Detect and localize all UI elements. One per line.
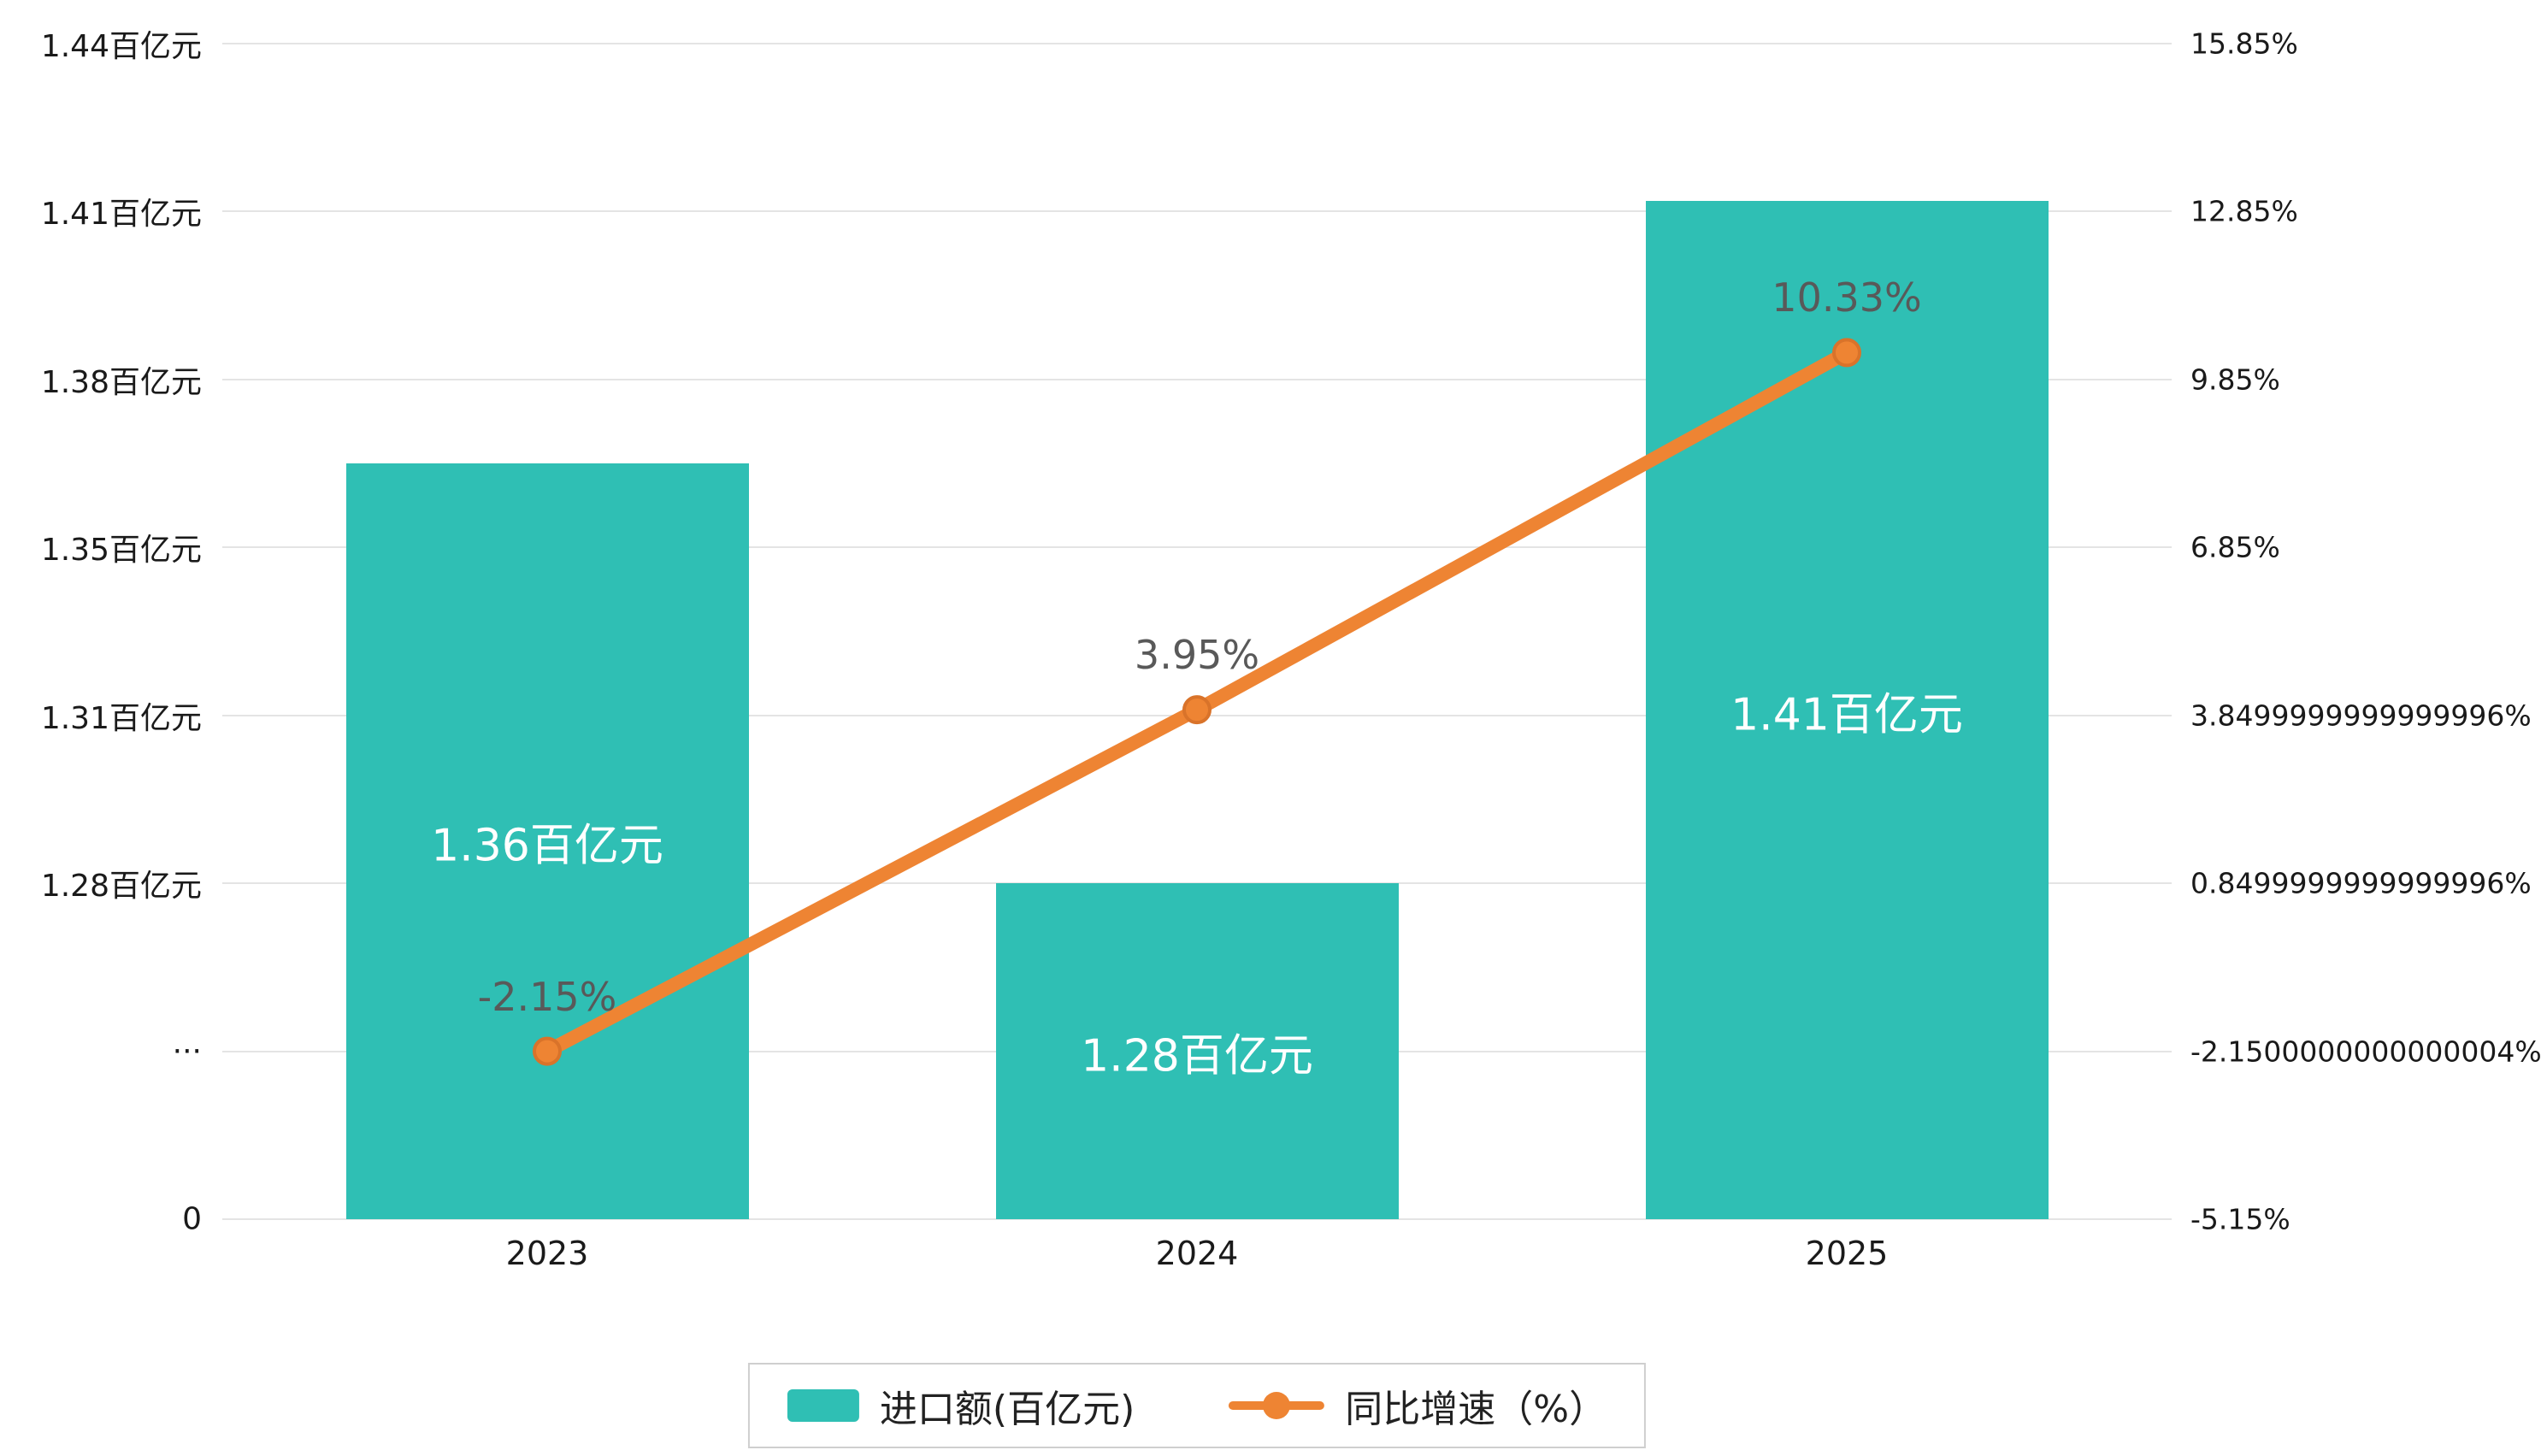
growth-value-label-2024: 3.95% [1134, 632, 1260, 679]
gridline [222, 378, 2172, 380]
right-axis-tick-label: 3.8499999999999996% [2190, 699, 2532, 733]
bar-value-label-2025: 1.41百亿元 [1730, 689, 1963, 741]
line-point-2024[interactable] [1182, 695, 1212, 725]
bar-value-label-2024: 1.28百亿元 [1081, 1030, 1313, 1082]
growth-value-label-2023: -2.15% [477, 973, 617, 1020]
x-axis-label-2023: 2023 [505, 1235, 589, 1272]
left-axis-tick-label: 1.38百亿元 [40, 364, 202, 400]
right-axis-tick-label: -5.15% [2190, 1202, 2290, 1236]
right-axis-tick-label: 6.85% [2190, 530, 2280, 564]
gridline [222, 210, 2172, 213]
growth-value-label-2025: 10.33% [1772, 274, 1922, 321]
left-axis-tick-label: ··· [172, 1034, 202, 1070]
left-axis-tick-label: 1.41百亿元 [40, 197, 202, 233]
right-axis-tick-label: 9.85% [2190, 363, 2280, 397]
left-axis-tick-label: 1.28百亿元 [40, 869, 202, 905]
bar-2025[interactable] [1645, 201, 2049, 1219]
bar-2023[interactable] [345, 463, 749, 1219]
legend: 进口额(百亿元) 同比增速（%） [747, 1363, 1647, 1448]
gridline [222, 1218, 2172, 1220]
legend-label-imports: 进口额(百亿元) [879, 1388, 1135, 1431]
right-axis-tick-label: 15.85% [2190, 27, 2298, 61]
right-axis-tick-label: -2.1500000000000004% [2190, 1035, 2541, 1069]
x-axis-label-2024: 2024 [1155, 1235, 1239, 1272]
bar-value-label-2023: 1.36百亿元 [431, 820, 663, 872]
gridline [222, 43, 2172, 44]
legend-item-imports[interactable]: 进口额(百亿元) [787, 1378, 1135, 1433]
left-axis-tick-label: 0 [182, 1201, 202, 1237]
right-axis-tick-label: 12.85% [2190, 194, 2298, 228]
line-point-2023[interactable] [533, 1036, 562, 1066]
legend-line-dot-icon [1263, 1392, 1291, 1419]
x-axis-label-2025: 2025 [1805, 1235, 1889, 1272]
left-axis-tick-label: 1.31百亿元 [40, 700, 202, 736]
line-point-2025[interactable] [1832, 338, 1861, 368]
right-axis-tick-label: 0.8499999999999996% [2190, 866, 2532, 900]
legend-swatch-line-icon [1229, 1392, 1325, 1419]
gridline [222, 546, 2172, 549]
left-axis-tick-label: 1.35百亿元 [40, 533, 202, 569]
legend-swatch-bar-icon [787, 1389, 859, 1422]
left-axis-tick-label: 1.44百亿元 [40, 29, 202, 64]
bar-2024[interactable] [995, 883, 1399, 1219]
legend-label-growth: 同比增速（%） [1345, 1388, 1607, 1431]
legend-item-growth[interactable]: 同比增速（%） [1229, 1378, 1607, 1433]
